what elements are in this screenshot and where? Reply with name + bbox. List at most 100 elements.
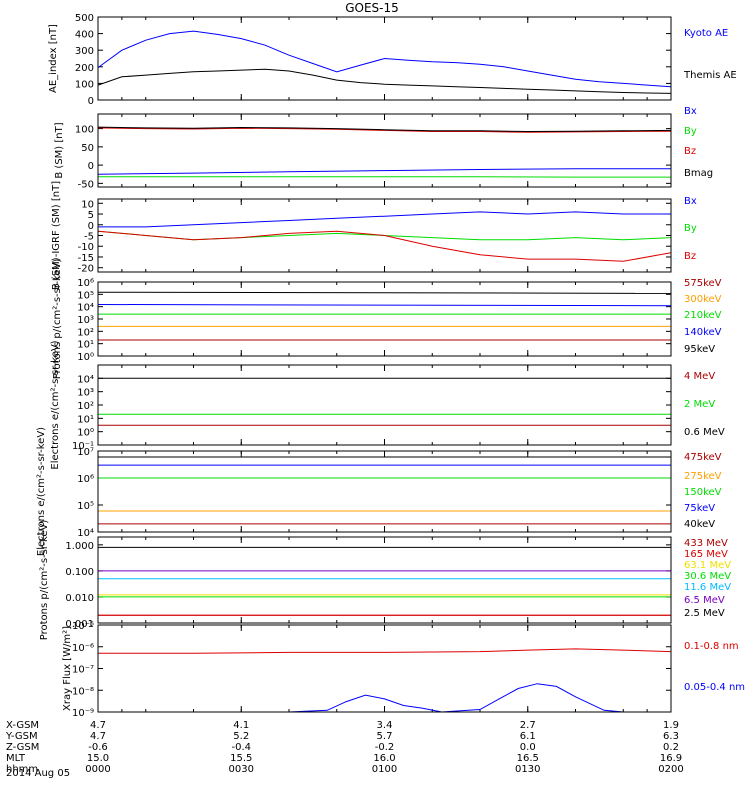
y-tick-label: -5: [84, 232, 94, 243]
ephemeris-value: -0.6: [88, 742, 108, 753]
y-tick-label: 10⁷: [77, 447, 94, 458]
y-tick-label: 0.100: [65, 567, 94, 578]
ephemeris-value: -0.2: [375, 742, 395, 753]
y-tick-label: 10⁻⁸: [72, 686, 94, 697]
panel-frame: [97, 624, 672, 713]
y-tick-label: 10⁻⁹: [72, 708, 94, 719]
y-tick-label: -10: [78, 242, 94, 253]
y-axis-label: Electrons e/(cm²-s-sr-keV): [36, 427, 47, 556]
legend-label: 475keV: [684, 452, 722, 463]
ephemeris-value: 1.9: [663, 720, 679, 731]
legend-label: 40keV: [684, 519, 715, 530]
legend-label: By: [684, 223, 697, 234]
legend-label: Themis AE: [683, 70, 737, 81]
y-tick-label: -20: [78, 264, 94, 275]
y-tick-label: 0: [88, 161, 94, 172]
panel-frame: [97, 364, 672, 446]
ephemeris-value: 5.7: [377, 731, 393, 742]
y-tick-label: 10⁻⁷: [72, 665, 94, 676]
legend-label: Bx: [684, 106, 697, 117]
y-tick-label: 50: [81, 143, 94, 154]
series-line: [97, 68, 672, 94]
y-tick-label: 500: [75, 13, 94, 24]
y-tick-label: 10⁻¹: [72, 441, 94, 452]
legend-label: 275keV: [684, 471, 722, 482]
ephemeris-value: 0130: [515, 764, 540, 775]
legend-label: 0.05-0.4 nm: [684, 682, 745, 693]
ephemeris-table: X-GSMY-GSMZ-GSMMLThhmm4.74.7-0.615.00000…: [5, 720, 684, 775]
ephemeris-value: 15.0: [87, 753, 109, 764]
y-tick-label: 10⁻⁵: [72, 621, 94, 632]
ephemeris-value: -0.4: [231, 742, 251, 753]
y-tick-label: 200: [75, 63, 94, 74]
legend-label: 0.6 MeV: [684, 427, 725, 438]
legend-label: 4 MeV: [684, 371, 715, 382]
y-tick-label: 10⁻⁶: [72, 643, 94, 654]
y-tick-label: 400: [75, 30, 94, 41]
y-tick-label: 10⁵: [77, 501, 94, 512]
legend-label: 140keV: [684, 327, 722, 338]
series-line: [97, 127, 672, 133]
legend-label: 575keV: [684, 278, 722, 289]
ephemeris-value: 0200: [658, 764, 683, 775]
legend-label: Bz: [684, 146, 696, 157]
ephemeris-row-label: Z-GSM: [6, 742, 39, 753]
ephemeris-value: 6.1: [520, 731, 536, 742]
legend-label: By: [684, 126, 697, 137]
ephemeris-value: 0000: [85, 764, 110, 775]
legend-label: 11.6 MeV: [684, 582, 731, 593]
y-tick-label: 10²: [77, 401, 94, 412]
y-axis-label: Protons p/(cm²-s-sr-keV): [52, 259, 63, 380]
y-tick-label: 10⁶: [77, 474, 94, 485]
y-axis-label: Xray Flux [W/m²]: [62, 626, 73, 711]
panel-frame: [97, 113, 672, 188]
y-tick-label: 10⁴: [77, 303, 94, 314]
legend-label: 95keV: [684, 344, 715, 355]
y-tick-label: 10³: [77, 388, 94, 399]
legend-label: 210keV: [684, 310, 722, 321]
chart-panel: 10⁴ 10⁵ 10⁶ 10⁷ 475keV 275keV 150keV 75keV 40keV…: [36, 427, 722, 556]
y-tick-label: 10⁴: [77, 528, 94, 539]
legend-label: 2.5 MeV: [684, 608, 725, 619]
panel-frame: [97, 450, 672, 533]
legend-label: Bz: [684, 251, 696, 262]
ephemeris-value: 16.5: [517, 753, 539, 764]
legend-label: 300keV: [684, 294, 722, 305]
y-tick-label: 0.001: [65, 619, 94, 630]
y-tick-label: 100: [75, 79, 94, 90]
ephemeris-value: 4.1: [233, 720, 249, 731]
y-tick-label: 10¹: [77, 340, 94, 351]
series-line: [98, 211, 671, 228]
series-line: [97, 291, 672, 294]
y-tick-label: 10⁵: [77, 290, 94, 301]
legend-label: 2 MeV: [684, 399, 715, 410]
ephemeris-value: 5.2: [233, 731, 249, 742]
legend-label: 75keV: [684, 503, 715, 514]
chart-panel: 0 100 200 300 400 500 Kyoto AE Themis AE AE_inde…: [48, 13, 737, 107]
series-line: [97, 30, 672, 88]
panel-frame: [97, 16, 672, 101]
y-tick-label: 10⁰: [77, 352, 94, 363]
y-tick-label: -50: [78, 179, 94, 190]
ephemeris-value: 0100: [372, 764, 397, 775]
y-tick-label: 0: [88, 221, 94, 232]
legend-label: 165 MeV: [684, 549, 728, 560]
ephemeris-value: 4.7: [90, 731, 106, 742]
ephemeris-row-label: X-GSM: [6, 720, 39, 731]
legend-label: 0.1-0.8 nm: [684, 641, 739, 652]
chart-panel: -50 0 50 100 Bx By Bz Bmag B (SM) [nT]: [54, 106, 713, 190]
series-line: [97, 304, 672, 307]
y-tick-label: 1.000: [65, 541, 94, 552]
y-tick-label: 10⁴: [77, 374, 94, 385]
y-tick-label: 10³: [77, 315, 94, 326]
y-axis-label: Electrons e/(cm²-s-sr-keV): [50, 340, 61, 469]
ephemeris-value: 0.0: [520, 742, 536, 753]
series-line: [97, 230, 672, 262]
y-tick-label: -15: [78, 253, 94, 264]
ephemeris-value: 15.5: [230, 753, 252, 764]
